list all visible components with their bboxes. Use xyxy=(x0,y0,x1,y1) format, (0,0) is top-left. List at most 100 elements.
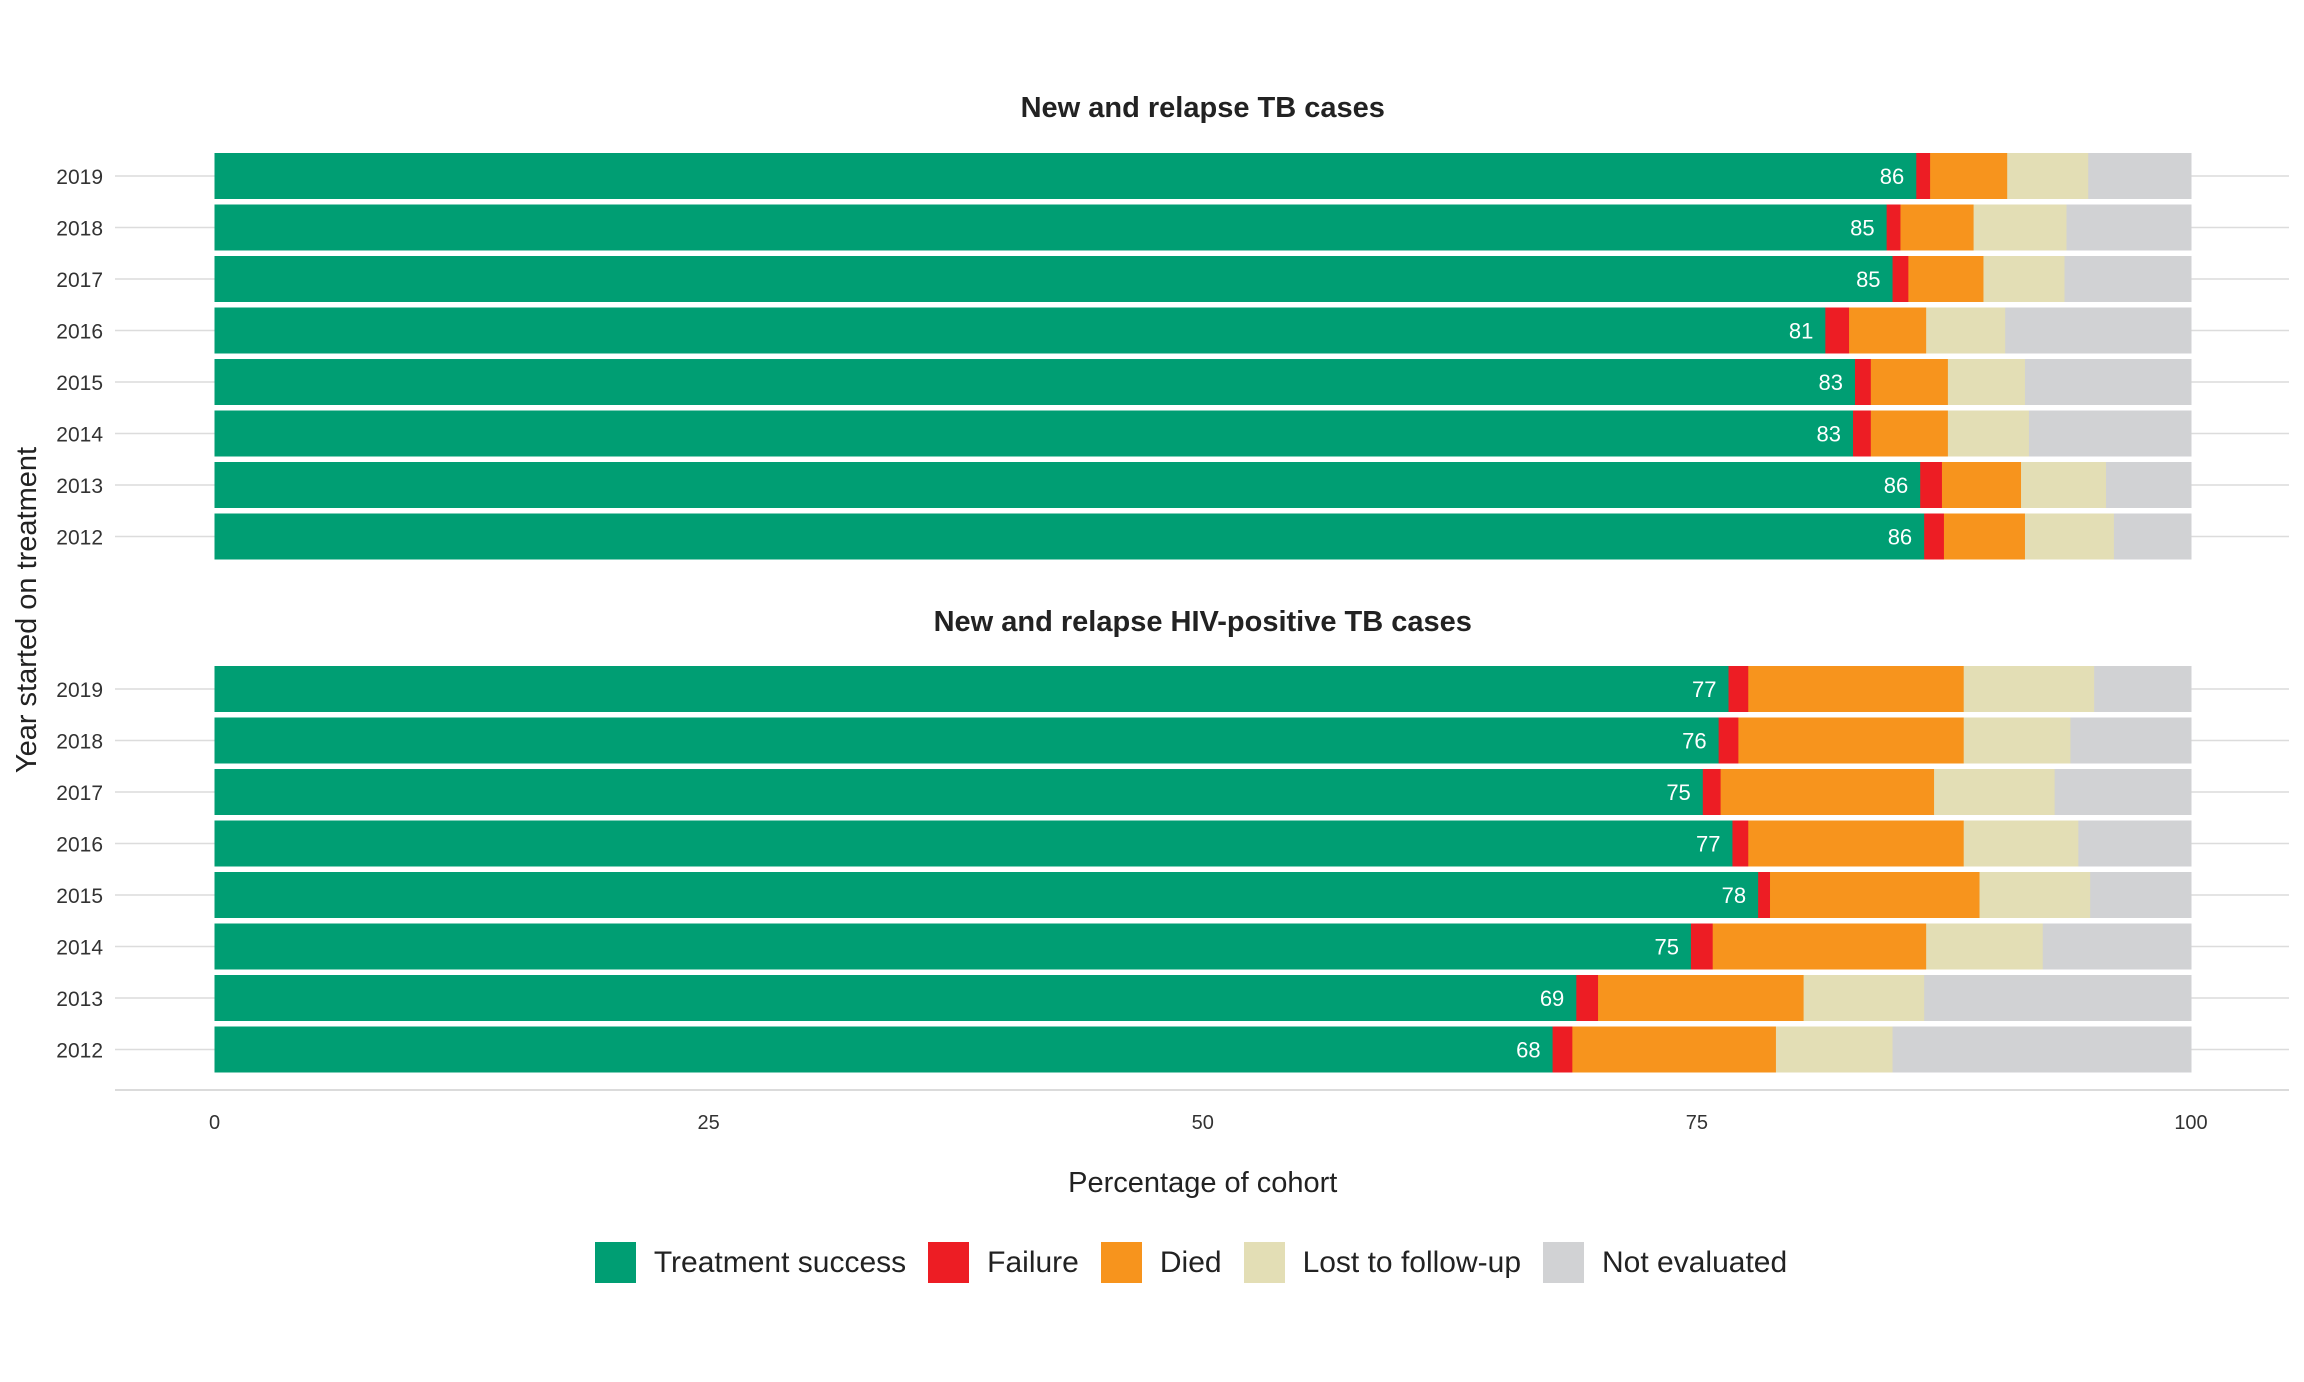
y-tick-label: 2012 xyxy=(56,1040,103,1063)
y-tick-label: 2013 xyxy=(56,988,103,1011)
x-axis-title: Percentage of cohort xyxy=(1068,1167,1337,1199)
bar-segment-treatment-success xyxy=(214,513,1925,560)
bar-segment-lost-to-follow-up xyxy=(1979,872,2091,918)
bar-segment-not-evaluated xyxy=(2090,872,2192,918)
bar-segment-treatment-success xyxy=(214,153,1917,199)
data-label: 78 xyxy=(1722,883,1746,908)
y-tick-label: 2012 xyxy=(56,527,103,550)
legend-label: Treatment success xyxy=(653,1245,907,1279)
bar-segment-failure xyxy=(1576,975,1599,1021)
y-tick-label: 2014 xyxy=(56,937,103,960)
bar-segment-failure xyxy=(1732,820,1749,867)
bar-segment-died xyxy=(1900,204,1975,251)
bar-segment-died xyxy=(1572,1026,1777,1073)
bar-segment-treatment-success xyxy=(214,666,1729,712)
bar-segment-lost-to-follow-up xyxy=(1926,307,2006,354)
bar-segment-not-evaluated xyxy=(2042,923,2192,970)
y-tick-label: 2018 xyxy=(56,218,103,241)
data-label: 75 xyxy=(1654,935,1678,960)
bar-segment-died xyxy=(1930,153,2008,199)
y-tick-label: 2017 xyxy=(56,782,103,805)
x-tick-label: 100 xyxy=(2174,1112,2207,1134)
data-label: 85 xyxy=(1850,216,1874,241)
bar-segment-failure xyxy=(1690,923,1714,970)
bar-segment-failure xyxy=(1916,153,1931,199)
bar-segment-not-evaluated xyxy=(2113,513,2192,560)
bar-segment-treatment-success xyxy=(214,769,1704,815)
bar-segment-not-evaluated xyxy=(2078,820,2192,867)
bar-segment-died xyxy=(1849,307,1927,354)
bar-segment-died xyxy=(1748,820,1965,867)
y-tick-label: 2017 xyxy=(56,269,103,292)
data-label: 86 xyxy=(1888,525,1912,550)
bar-segment-lost-to-follow-up xyxy=(1963,820,2079,867)
bar-segment-not-evaluated xyxy=(1924,975,2192,1021)
bar-segment-lost-to-follow-up xyxy=(2021,462,2107,508)
bar-segment-not-evaluated xyxy=(2066,204,2192,251)
bar-segment-died xyxy=(1770,872,1981,918)
bar-segment-not-evaluated xyxy=(2028,410,2192,457)
legend: Treatment success Failure Died Lost to f… xyxy=(0,1242,2304,1283)
data-label: 86 xyxy=(1884,473,1908,498)
bar-segment-not-evaluated xyxy=(2088,153,2192,199)
bar-segment-not-evaluated xyxy=(2070,717,2192,764)
bar-segment-died xyxy=(1908,256,1984,302)
legend-swatch xyxy=(594,1242,636,1283)
data-label: 68 xyxy=(1516,1038,1540,1063)
bar-segment-lost-to-follow-up xyxy=(1963,717,2071,764)
data-label: 75 xyxy=(1666,780,1690,805)
bar-segment-lost-to-follow-up xyxy=(1947,410,2030,457)
bar-segment-died xyxy=(1738,717,1965,764)
bar-segment-died xyxy=(1943,513,2026,560)
legend-swatch xyxy=(1543,1242,1585,1283)
bar-segment-died xyxy=(1720,769,1935,815)
bar-segment-failure xyxy=(1718,717,1739,764)
legend-item-lost-to-follow-up: Lost to follow-up xyxy=(1243,1242,1521,1283)
bar-segment-died xyxy=(1870,410,1949,457)
bar-segment-not-evaluated xyxy=(2064,256,2192,302)
data-label: 85 xyxy=(1856,267,1880,292)
bar-segment-failure xyxy=(1702,769,1722,815)
legend-item-treatment-success: Treatment success xyxy=(594,1242,907,1283)
y-tick-label: 2016 xyxy=(56,834,103,857)
legend-swatch xyxy=(1100,1242,1142,1283)
bar-segment-treatment-success xyxy=(214,975,1577,1021)
bar-segment-treatment-success xyxy=(214,462,1921,508)
data-label: 77 xyxy=(1692,677,1716,702)
bar-segment-failure xyxy=(1853,410,1872,457)
bar-segment-lost-to-follow-up xyxy=(1775,1026,1894,1073)
y-tick-label: 2014 xyxy=(56,424,103,447)
bar-segment-treatment-success xyxy=(214,359,1856,405)
legend-label: Not evaluated xyxy=(1602,1245,1788,1279)
bar-segment-failure xyxy=(1825,307,1850,354)
data-label: 77 xyxy=(1696,832,1720,857)
bar-segment-not-evaluated xyxy=(2094,666,2192,712)
bar-segment-lost-to-follow-up xyxy=(1947,359,2026,405)
y-tick-label: 2015 xyxy=(56,372,103,395)
bar-segment-died xyxy=(1598,975,1805,1021)
bar-segment-failure xyxy=(1886,204,1901,251)
bar-segment-died xyxy=(1748,666,1965,712)
bar-segment-not-evaluated xyxy=(2005,307,2192,354)
legend-item-not-evaluated: Not evaluated xyxy=(1543,1242,1787,1283)
bar-segment-failure xyxy=(1924,513,1945,560)
legend-swatch xyxy=(1243,1242,1285,1283)
bar-segment-lost-to-follow-up xyxy=(2007,153,2089,199)
data-label: 81 xyxy=(1789,319,1813,344)
data-label: 76 xyxy=(1682,729,1706,754)
bar-segment-not-evaluated xyxy=(1892,1026,2192,1073)
bar-segment-failure xyxy=(1758,872,1771,918)
legend-label: Failure xyxy=(987,1245,1079,1279)
y-tick-label: 2015 xyxy=(56,885,103,908)
y-tick-label: 2016 xyxy=(56,321,103,344)
panel-title: New and relapse TB cases xyxy=(1021,92,1385,124)
legend-swatch xyxy=(928,1242,970,1283)
bar-segment-failure xyxy=(1892,256,1909,302)
x-tick-label: 75 xyxy=(1686,1112,1708,1134)
bar-segment-lost-to-follow-up xyxy=(2024,513,2115,560)
bar-segment-lost-to-follow-up xyxy=(1963,666,2095,712)
y-tick-label: 2019 xyxy=(56,679,103,702)
y-tick-label: 2019 xyxy=(56,166,103,189)
x-tick-label: 25 xyxy=(698,1112,720,1134)
